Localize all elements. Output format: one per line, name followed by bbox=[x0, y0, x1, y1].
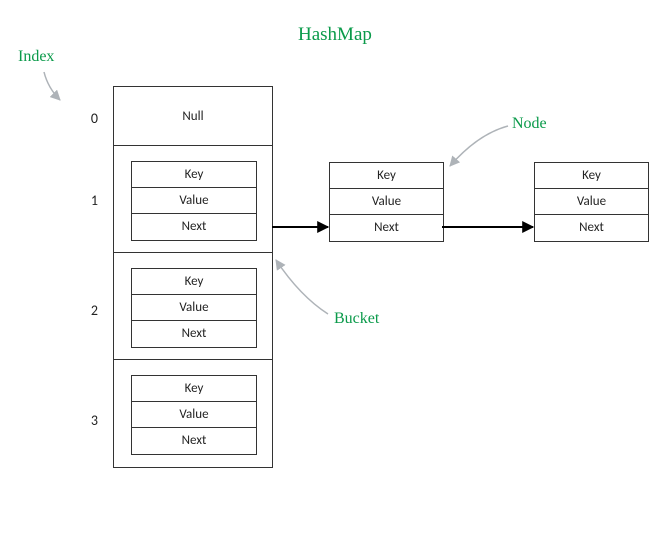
node-value: Value bbox=[330, 189, 443, 215]
diagram-title: HashMap bbox=[298, 24, 372, 46]
chain-node: Key Value Next bbox=[329, 162, 444, 242]
index-value: 1 bbox=[78, 192, 98, 209]
node-key: Key bbox=[330, 163, 443, 189]
node-next: Next bbox=[330, 215, 443, 241]
node-key: Key bbox=[132, 376, 256, 402]
node-key: Key bbox=[132, 269, 256, 295]
node-label: Node bbox=[512, 115, 547, 133]
index-value: 3 bbox=[78, 412, 98, 429]
node-value: Value bbox=[132, 188, 256, 214]
index-label: Index bbox=[18, 48, 54, 66]
arrow-overlay bbox=[0, 0, 660, 545]
index-value: 0 bbox=[78, 110, 98, 127]
bucket-null: Null bbox=[114, 87, 272, 146]
bucket: Key Value Next bbox=[114, 360, 272, 467]
null-text: Null bbox=[114, 109, 272, 124]
bucket-node: Key Value Next bbox=[131, 161, 257, 241]
node-next: Next bbox=[535, 215, 648, 241]
bucket-node: Key Value Next bbox=[131, 268, 257, 348]
bucket-label: Bucket bbox=[334, 310, 379, 328]
bucket: Key Value Next bbox=[114, 253, 272, 360]
bucket-node: Key Value Next bbox=[131, 375, 257, 455]
node-value: Value bbox=[132, 295, 256, 321]
bucket-pointer bbox=[276, 260, 328, 314]
node-key: Key bbox=[132, 162, 256, 188]
index-value: 2 bbox=[78, 302, 98, 319]
node-value: Value bbox=[132, 402, 256, 428]
bucket-column: Null Key Value Next Key Value Next Key V… bbox=[113, 86, 273, 468]
node-next: Next bbox=[132, 428, 256, 454]
node-key: Key bbox=[535, 163, 648, 189]
node-pointer bbox=[450, 126, 508, 166]
bucket: Key Value Next bbox=[114, 146, 272, 253]
index-pointer bbox=[44, 72, 60, 100]
node-next: Next bbox=[132, 321, 256, 347]
node-next: Next bbox=[132, 214, 256, 240]
chain-node: Key Value Next bbox=[534, 162, 649, 242]
diagram-canvas: HashMap Index Node Bucket 0 1 2 3 Null K… bbox=[0, 0, 660, 545]
node-value: Value bbox=[535, 189, 648, 215]
